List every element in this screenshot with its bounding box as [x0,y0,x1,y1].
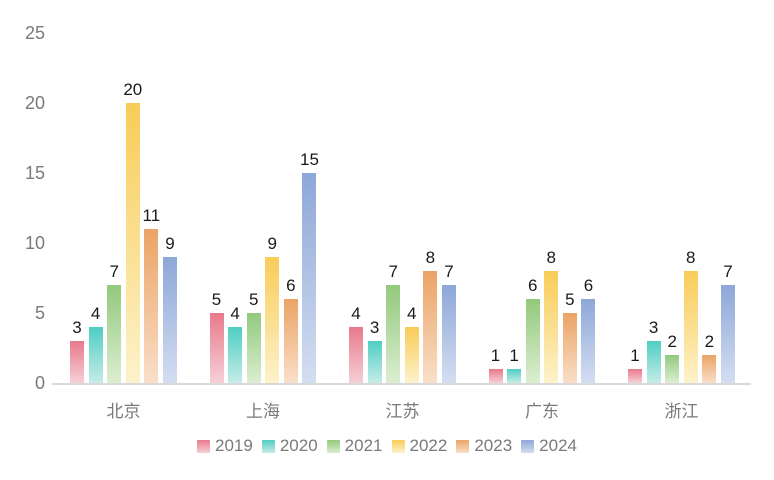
legend-swatch-icon [326,439,340,453]
bar-2020-2: 3 [367,319,382,383]
bar-value-label: 4 [351,304,361,323]
bar-value-label: 6 [286,276,296,295]
legend-label: 2024 [539,436,577,455]
bar-value-label: 3 [648,318,659,337]
legend: 2019 2020 2021 2022 2023 2024 [0,436,774,456]
x-axis-label-3: 广东 [525,402,559,421]
bar-value-label: 1 [509,346,519,365]
bar-2023-3: 5 [562,291,577,383]
bar-2022-1: 9 [265,235,280,383]
legend-label: 2022 [409,436,448,455]
bar-group-0: 3 4 7 20 11 9 [70,81,177,383]
bar-value-label: 3 [369,318,380,337]
bar-value-label: 7 [388,262,398,281]
bar-2022-2: 4 [404,305,419,383]
legend-label: 2019 [215,436,253,455]
bar-value-label: 8 [546,248,557,267]
bar-2021-2: 7 [386,263,401,383]
y-tick-label: 10 [24,233,45,253]
legend-item-2023: 2023 [456,436,512,456]
legend-swatch-icon [521,439,535,453]
bar-value-label: 1 [490,346,501,365]
bar-value-label: 15 [300,150,319,169]
bar-value-label: 6 [527,276,538,295]
legend-label: 2021 [344,436,383,455]
bar-2022-3: 8 [544,249,559,383]
x-axis-label-2: 江苏 [385,402,420,421]
y-tick-label: 25 [24,23,45,43]
x-axis-label-4: 浙江 [664,402,699,421]
bar-value-label: 5 [211,290,222,309]
bar-value-label: 5 [565,290,575,309]
bar-value-label: 2 [667,332,677,351]
bar-value-label: 8 [425,248,436,267]
bar-2022-4: 8 [683,249,698,383]
bar-value-label: 8 [686,248,696,267]
y-tick-label: 0 [34,373,45,393]
bar-2023-1: 6 [283,277,298,383]
bar-value-label: 4 [230,304,240,323]
bar-2020-0: 4 [88,305,103,383]
bar-2021-3: 6 [525,277,540,383]
bar-2024-4: 7 [720,263,735,383]
bar-2021-0: 7 [107,263,122,383]
bar-value-label: 7 [723,262,733,281]
y-tick-label: 15 [24,163,45,183]
bar-2023-4: 2 [702,333,717,383]
y-tick-label: 20 [24,93,45,113]
legend-swatch-icon [456,439,470,453]
bar-2019-3: 1 [488,347,503,383]
x-axis-label-1: 上海 [246,402,280,421]
bar-2024-3: 6 [581,277,596,383]
bar-2024-1: 15 [300,151,319,383]
bar-value-label: 7 [444,262,454,281]
legend-item-2024: 2024 [521,436,577,456]
bar-2019-4: 1 [628,347,642,383]
x-axis-label-0: 北京 [106,402,141,421]
bar-value-label: 2 [704,332,715,351]
bar-2023-0: 11 [143,207,160,383]
bar-value-label: 7 [109,262,119,281]
bar-value-label: 3 [72,318,82,337]
bar-2019-1: 5 [209,291,224,383]
legend-item-2019: 2019 [197,436,253,456]
x-axis-line [52,383,751,385]
legend-swatch-icon [391,439,405,453]
bar-2024-2: 7 [441,263,456,383]
bar-value-label: 5 [248,290,259,309]
legend-item-2022: 2022 [391,436,448,456]
bar-2020-1: 4 [228,305,243,383]
bar-value-label: 9 [165,234,175,253]
bar-2020-3: 1 [507,347,522,383]
legend-label: 2020 [279,436,318,455]
bar-2023-2: 8 [423,249,438,383]
bar-2022-0: 20 [123,81,142,383]
legend-label: 2023 [474,436,513,455]
bar-2019-0: 3 [70,319,84,383]
legend-item-2021: 2021 [326,436,383,456]
bar-group-1: 5 4 5 9 6 15 [209,151,319,383]
bar-2024-0: 9 [162,235,177,383]
legend-item-2020: 2020 [261,436,318,456]
legend-swatch-icon [261,439,275,453]
y-tick-label: 5 [34,303,45,323]
bar-2020-4: 3 [646,319,661,383]
bar-value-label: 20 [123,80,143,99]
bar-value-label: 6 [583,276,594,295]
bar-value-label: 9 [267,234,278,253]
bar-2021-1: 5 [246,291,261,383]
bar-value-label: 11 [142,206,161,225]
bar-value-label: 1 [630,346,640,365]
bar-2021-4: 2 [665,333,680,383]
bar-value-label: 4 [90,304,101,323]
legend-swatch-icon [197,439,211,453]
bar-2019-2: 4 [349,305,363,383]
bar-value-label: 4 [407,304,417,323]
